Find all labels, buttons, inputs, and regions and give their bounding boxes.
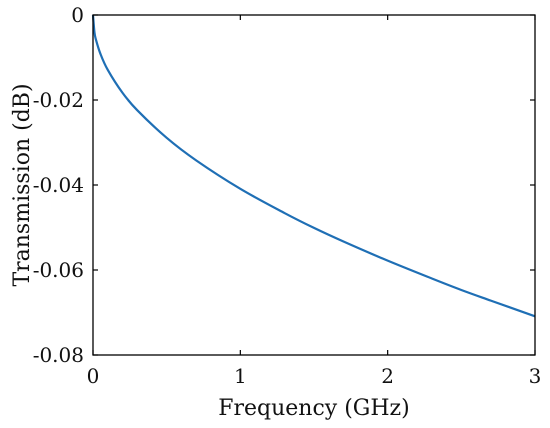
series-line-0 xyxy=(91,14,536,318)
x-tick-label: 0 xyxy=(87,364,100,388)
y-tick-label: 0 xyxy=(71,3,84,27)
x-tick-label: 1 xyxy=(234,364,247,388)
x-axis-title: Frequency (GHz) xyxy=(218,396,410,421)
y-axis-title: Transmission (dB) xyxy=(10,83,35,286)
y-tick-label: -0.06 xyxy=(33,258,84,282)
y-tick-label: -0.02 xyxy=(33,88,84,112)
line-layer xyxy=(91,14,536,318)
plot-frame xyxy=(92,14,536,356)
tick-layer: 0 1 2 3 0 -0.02 -0.04 -0.06 -0.08 xyxy=(33,3,542,388)
x-tick-label: 3 xyxy=(529,364,542,388)
y-tick-label: -0.08 xyxy=(33,343,84,367)
x-tick-label: 2 xyxy=(381,364,394,388)
y-tick-label: -0.04 xyxy=(33,173,84,197)
